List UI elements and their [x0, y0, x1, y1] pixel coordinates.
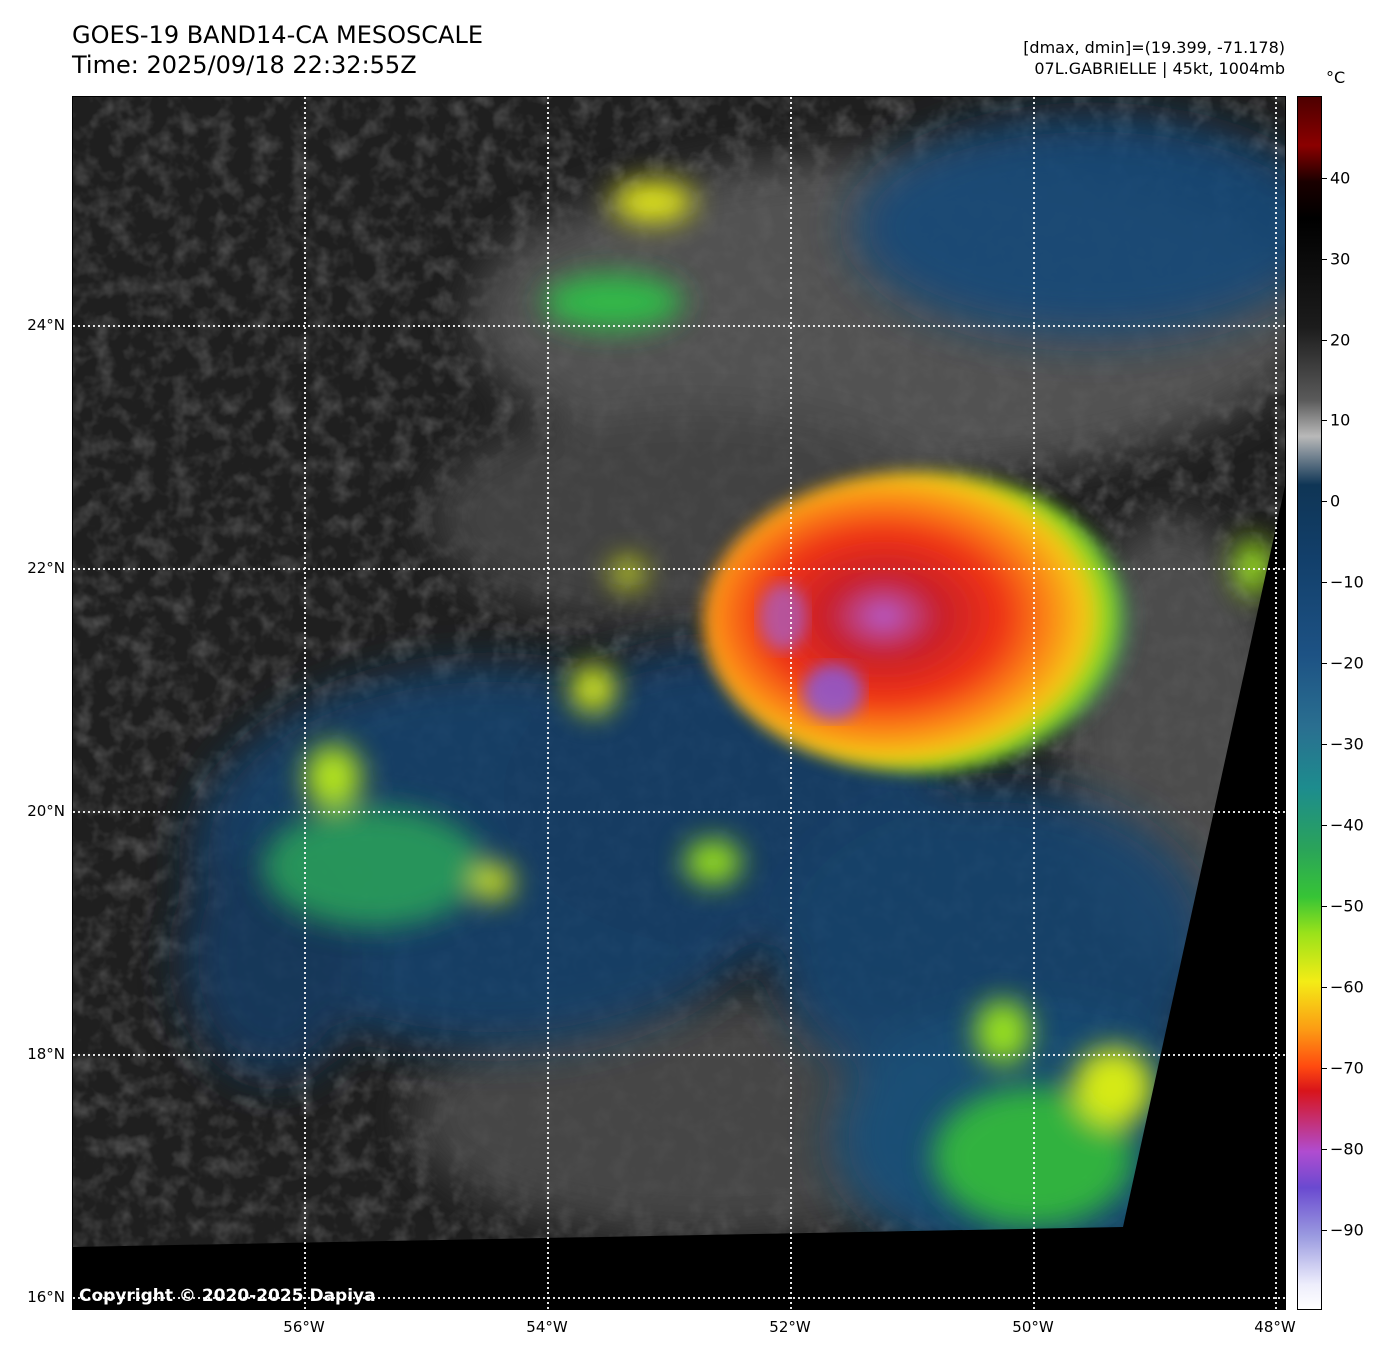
title-line-2: Time: 2025/09/18 22:32:55Z [72, 51, 417, 79]
colorbar-tick-m50: −50 [1330, 896, 1364, 916]
graticule [73, 97, 1285, 1309]
lon-label-52w: 52°W [769, 1318, 811, 1336]
colorbar-tickmark [1322, 259, 1327, 260]
cold-cloud-top [703, 472, 1133, 772]
lat-label-16n: 16°N [27, 1288, 65, 1306]
colorbar-tickmark [1322, 825, 1327, 826]
lat-label-20n: 20°N [27, 802, 65, 820]
colorbar-tick-40: 40 [1330, 168, 1351, 188]
lat-label-24n: 24°N [27, 316, 65, 334]
colorbar-tickmark [1322, 420, 1327, 421]
lat-label-18n: 18°N [27, 1045, 65, 1063]
convection-patches [263, 182, 1271, 1227]
lon-label-50w: 50°W [1012, 1318, 1054, 1336]
info-storm: 07L.GABRIELLE | 45kt, 1004mb [1034, 59, 1285, 78]
colorbar-tick-0: 0 [1330, 491, 1341, 511]
colorbar-tick-30: 30 [1330, 249, 1351, 269]
lon-label-56w: 56°W [283, 1318, 325, 1336]
colorbar-tickmark [1322, 987, 1327, 988]
colorbar-tickmark [1322, 582, 1327, 583]
no-data-region [73, 486, 1285, 1309]
colorbar-tickmark [1322, 1149, 1327, 1150]
copyright-text: Copyright © 2020-2025 Dapiya [79, 1286, 376, 1306]
satellite-image: Copyright © 2020-2025 Dapiya [73, 97, 1285, 1309]
colorbar-tickmark [1322, 744, 1327, 745]
colorbar-tick-m20: −20 [1330, 653, 1364, 673]
title-line-1: GOES-19 BAND14-CA MESOSCALE [72, 21, 483, 49]
colorbar-tickmark [1322, 178, 1327, 179]
colorbar-tick-m30: −30 [1330, 734, 1364, 754]
colorbar-tickmark [1322, 501, 1327, 502]
colorbar-tickmark [1322, 906, 1327, 907]
colorbar-tick-20: 20 [1330, 330, 1351, 350]
colorbar-tick-10: 10 [1330, 410, 1351, 430]
info-dmax-dmin: [dmax, dmin]=(19.399, -71.178) [1023, 38, 1285, 57]
colorbar-tick-m60: −60 [1330, 977, 1364, 997]
lat-label-22n: 22°N [27, 559, 65, 577]
colorbar-tick-m80: −80 [1330, 1139, 1364, 1159]
lon-label-54w: 54°W [526, 1318, 568, 1336]
colorbar-unit: °C [1326, 68, 1346, 87]
lon-label-48w: 48°W [1254, 1318, 1296, 1336]
colorbar [1297, 96, 1322, 1310]
colorbar-tick-m10: −10 [1330, 572, 1364, 592]
colorbar-tickmark [1322, 340, 1327, 341]
colorbar-tick-m40: −40 [1330, 815, 1364, 835]
colorbar-tickmark [1322, 663, 1327, 664]
colorbar-tick-m70: −70 [1330, 1058, 1364, 1078]
colorbar-tickmark [1322, 1230, 1327, 1231]
colorbar-tick-m90: −90 [1330, 1220, 1364, 1240]
satellite-map[interactable]: Copyright © 2020-2025 Dapiya [72, 96, 1286, 1310]
colorbar-tickmark [1322, 1068, 1327, 1069]
